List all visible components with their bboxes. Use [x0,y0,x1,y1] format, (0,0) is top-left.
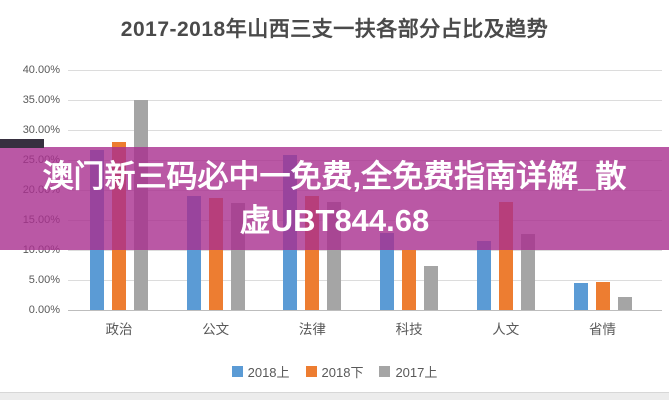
gridline [68,130,662,131]
chart-title: 2017-2018年山西三支一扶各部分占比及趋势 [120,18,549,41]
banner-corner-dark-strip [0,139,44,148]
bottom-page-strip [0,392,669,400]
y-axis-tick-label: 0.00% [28,304,60,316]
banner-text-line-1: 澳门新三码必中一免费,全免费指南详解_散 [42,158,627,194]
y-axis-tick-label: 40.00% [22,64,60,76]
x-axis-category-label: 法律 [298,322,326,337]
bar [424,266,439,310]
promo-overlay-banner[interactable]: 澳门新三码必中一免费,全免费指南详解_散 虚UBT844.68 [0,147,669,250]
x-axis-category-label: 政治 [105,322,133,337]
y-axis-tick-label: 5.00% [28,274,60,286]
legend-label: 2018上 [247,365,290,380]
legend-label: 2018下 [321,365,364,380]
legend-swatch-icon [379,366,391,377]
gridline [68,70,662,71]
gridline [68,100,662,101]
bar [595,282,610,310]
x-axis-category-label: 省情 [589,322,616,337]
banner-text-line-2: 虚UBT844.68 [239,202,430,238]
bar [520,233,535,310]
bar [617,296,632,310]
legend-label: 2017上 [395,365,438,380]
legend-swatch-icon [231,366,243,377]
bar [573,283,588,310]
x-axis-category-label: 科技 [395,322,423,337]
legend-item: 2017上 [379,362,437,381]
legend-item: 2018上 [231,362,290,381]
bar [380,233,395,310]
legend-item: 2018下 [305,362,364,381]
bar [476,241,491,310]
x-axis-category-label: 公文 [202,322,230,337]
y-axis-tick-label: 35.00% [22,94,60,106]
gridline [68,310,662,311]
gridline [68,280,662,281]
chart-legend: 2018上 2018下 2017上 [0,362,669,381]
legend-swatch-icon [305,366,317,377]
y-axis-tick-label: 30.00% [22,124,60,136]
bar [402,250,417,310]
x-axis-category-label: 人文 [492,322,520,337]
gridline [68,250,662,251]
